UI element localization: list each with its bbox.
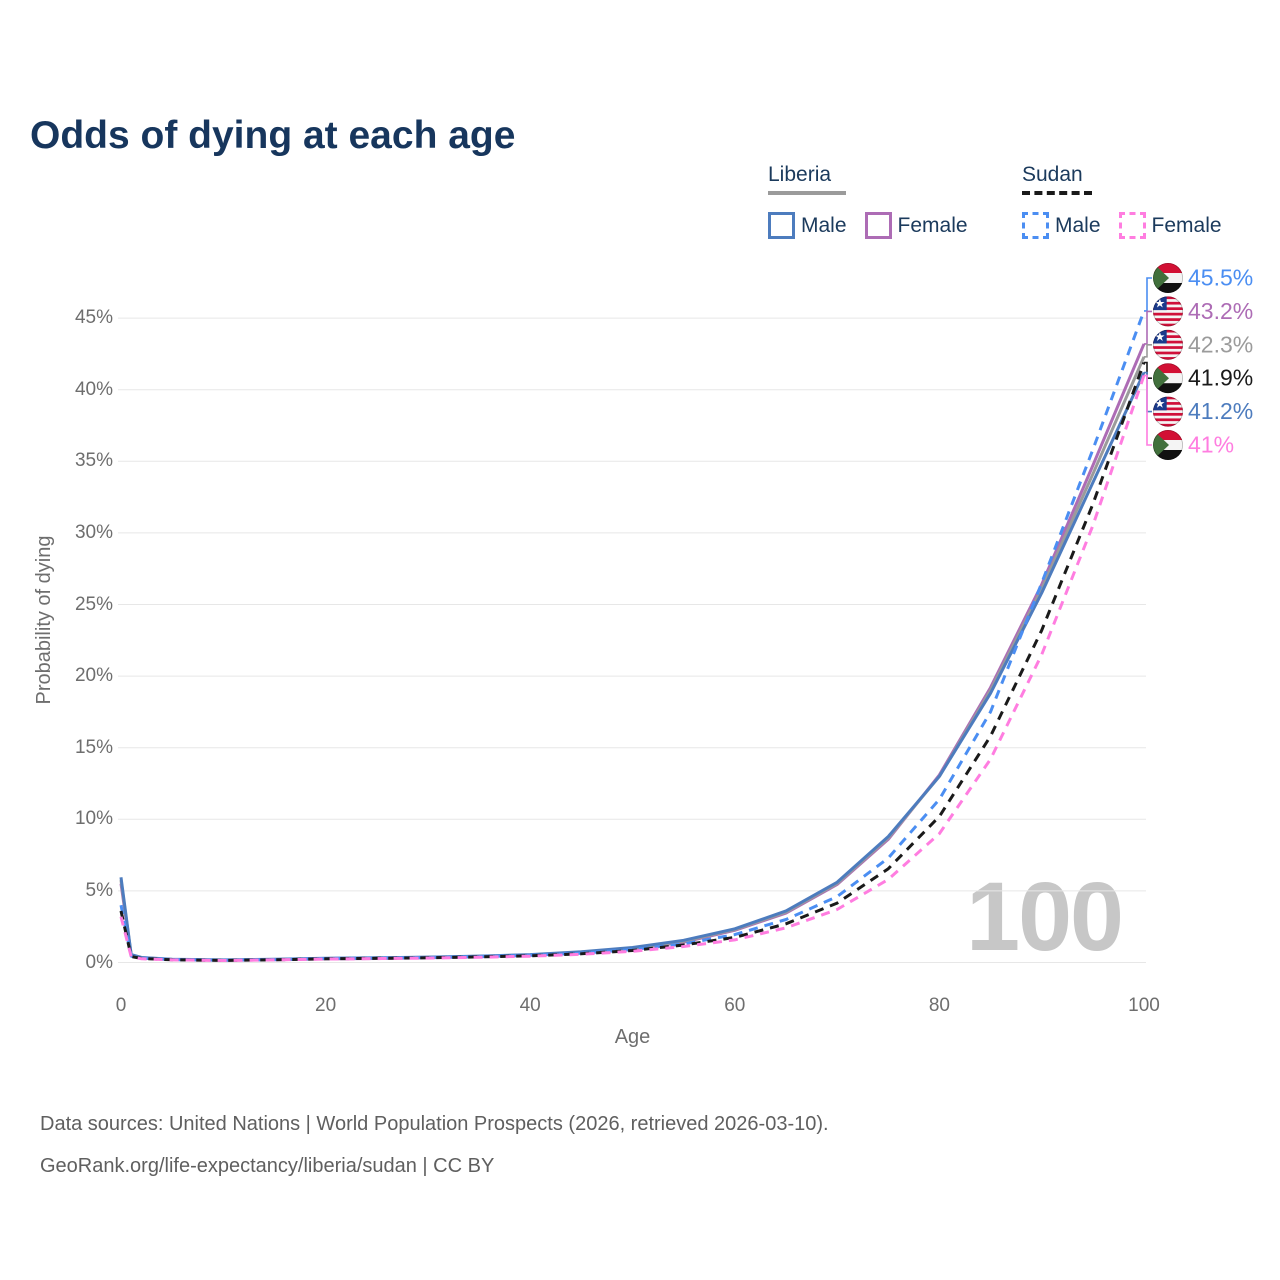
leader-line [1144, 310, 1152, 345]
page-title: Odds of dying at each age [30, 114, 516, 158]
y-tick-label: 30% [74, 521, 113, 543]
legend-swatch-liberia-male[interactable] [768, 212, 795, 239]
y-tick-label: 0% [85, 951, 113, 973]
x-tick-label: 80 [928, 995, 950, 1016]
sudan-flag-icon [1153, 363, 1183, 394]
y-tick-label: 25% [74, 593, 113, 615]
y-tick-label: 45% [74, 307, 113, 329]
liberia-flag-border [1153, 296, 1184, 327]
legend-label-sudan-male[interactable]: Male [1055, 213, 1101, 237]
series-line-liberia-female[interactable] [119, 343, 1146, 962]
footer: Data sources: United Nations | World Pop… [40, 1103, 829, 1187]
sudan-flag-icon [1153, 263, 1183, 293]
y-tick-label: 5% [85, 879, 113, 901]
end-value-label-liberia: 42.3% [1188, 331, 1253, 357]
x-tick-label: 20 [315, 995, 337, 1016]
legend-items-sudan: Male Female [1022, 212, 1240, 239]
legend-label-sudan-female[interactable]: Female [1151, 213, 1222, 237]
legend-underline-liberia [768, 191, 846, 195]
sudan-flag-icon [1153, 430, 1183, 460]
x-tick-label: 60 [724, 995, 746, 1016]
y-tick-label: 20% [74, 665, 113, 687]
legend-label-liberia-female[interactable]: Female [897, 213, 968, 237]
sudan-flag-border [1153, 363, 1184, 394]
legend-country-sudan[interactable]: Sudan [1022, 163, 1083, 186]
x-tick-label: 100 [1128, 995, 1160, 1016]
series-line-sudan-female[interactable] [119, 374, 1146, 962]
leader-line [1144, 374, 1152, 446]
legend-underline-sudan [1022, 191, 1092, 195]
sudan-flag-border [1153, 262, 1184, 293]
end-value-label-liberia-male: 41.2% [1188, 398, 1253, 424]
legend-group-liberia: Liberia Male Female [768, 163, 968, 239]
y-tick-label: 40% [74, 378, 113, 400]
legend-swatch-sudan-female[interactable] [1118, 212, 1146, 239]
footer-data-sources: Data sources: United Nations | World Pop… [40, 1113, 829, 1135]
end-value-label-sudan: 41.9% [1188, 365, 1253, 391]
leader-line [1144, 344, 1152, 358]
liberia-flag-icon [1153, 329, 1183, 360]
y-tick-label: 15% [74, 736, 113, 758]
x-tick-label: 40 [519, 995, 541, 1016]
series-line-liberia-male[interactable] [119, 371, 1146, 962]
end-value-label-sudan-female: 41% [1188, 432, 1234, 458]
end-value-label-liberia-female: 43.2% [1188, 298, 1253, 324]
age-watermark: 100 [966, 862, 1124, 971]
legend-group-sudan: Sudan Male Female [1022, 163, 1222, 239]
liberia-flag-border [1153, 329, 1184, 360]
legend-swatch-liberia-female[interactable] [864, 212, 892, 239]
footer-attribution: GeoRank.org/life-expectancy/liberia/suda… [40, 1155, 495, 1177]
liberia-flag-border [1153, 396, 1184, 427]
y-axis-title: Probability of dying [33, 535, 55, 705]
x-tick-label: 0 [115, 995, 127, 1016]
leader-line [1144, 277, 1152, 312]
legend-swatch-sudan-male[interactable] [1022, 212, 1049, 239]
sudan-flag-border [1153, 429, 1184, 460]
series-line-sudan[interactable] [119, 361, 1146, 962]
legend-items-liberia: Male Female [768, 212, 986, 239]
legend-label-liberia-male[interactable]: Male [801, 213, 847, 237]
end-value-label-sudan-male: 45.5% [1188, 265, 1253, 291]
legend-country-liberia[interactable]: Liberia [768, 163, 832, 186]
leader-line [1144, 361, 1152, 379]
series-line-liberia[interactable] [119, 356, 1146, 962]
series-line-sudan-male[interactable] [119, 310, 1146, 962]
y-tick-label: 10% [74, 808, 113, 830]
y-tick-label: 35% [74, 450, 113, 472]
x-axis-title: Age [614, 1026, 651, 1048]
